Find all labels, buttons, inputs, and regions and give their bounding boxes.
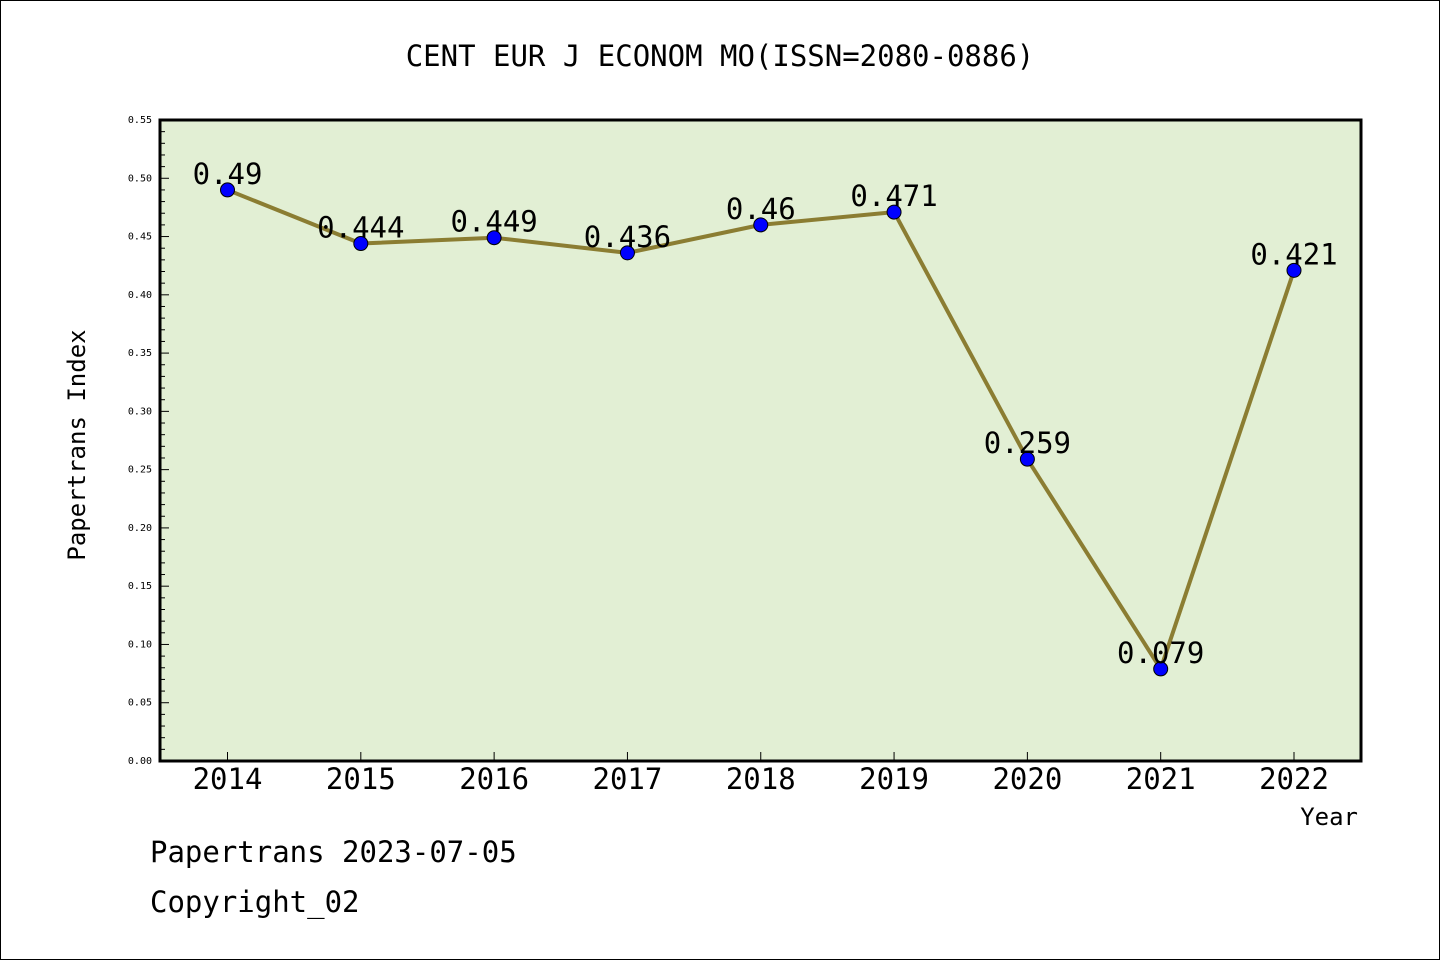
x-tick-label: 2021 [1126,762,1196,796]
x-tick-label: 2022 [1259,762,1329,796]
data-point [1286,262,1302,278]
data-label: 0.079 [1117,636,1204,670]
x-tick-label: 2020 [992,762,1062,796]
x-tick-label: 2015 [326,762,396,796]
data-label: 0.46 [726,192,796,226]
footer-date: Papertrans 2023-07-05 [150,835,517,869]
data-label: 0.436 [584,220,671,254]
y-tick-label: 0.25 [128,465,152,476]
data-point [220,182,235,198]
y-tick-label: 0.10 [128,639,152,650]
data-label: 0.471 [850,179,937,213]
y-axis-label: Papertrans Index [63,329,91,560]
y-tick-label: 0.05 [128,698,152,709]
x-tick-label: 2017 [593,762,663,796]
data-point [619,245,635,261]
y-tick-label: 0.55 [128,115,152,126]
data-label: 0.449 [450,205,537,239]
x-tick-label: 2018 [726,762,796,796]
chart-title: CENT EUR J ECONOM MO(ISSN=2080-0886) [406,39,1035,73]
y-tick-label: 0.35 [128,348,152,359]
data-point [486,230,502,246]
x-tick-label: 2016 [459,762,529,796]
x-tick-label: 2014 [193,762,263,796]
data-label: 0.421 [1250,237,1337,271]
y-tick-label: 0.20 [128,523,152,534]
x-axis: 2014 2015 2016 2017 2018 2019 2020 2021 2022 [193,752,1329,796]
data-point [353,236,369,252]
y-tick-label: 0.45 [128,232,152,243]
y-tick-label: 0.00 [128,756,152,767]
y-tick-label: 0.40 [128,290,152,301]
x-tick-label: 2019 [859,762,929,796]
data-label: 0.259 [984,426,1071,460]
data-point [886,204,902,220]
footer-copyright: Copyright_02 [150,885,360,919]
series-layer: 0.49 0.444 0.449 0.436 0.46 0.471 0.259 0.079 0.… [193,157,1338,677]
data-label: 0.444 [317,211,404,245]
y-axis: 0.00 0.05 0.10 0.15 0.20 0.25 0.30 0.35 0.40 0.45… [128,115,169,767]
x-axis-label: Year [1300,803,1358,831]
data-point [1153,661,1169,677]
data-label: 0.49 [193,157,263,191]
data-point [753,217,769,233]
data-point [1019,451,1035,467]
y-tick-label: 0.50 [128,173,152,184]
y-tick-label: 0.15 [128,581,152,592]
y-tick-label: 0.30 [128,406,152,417]
